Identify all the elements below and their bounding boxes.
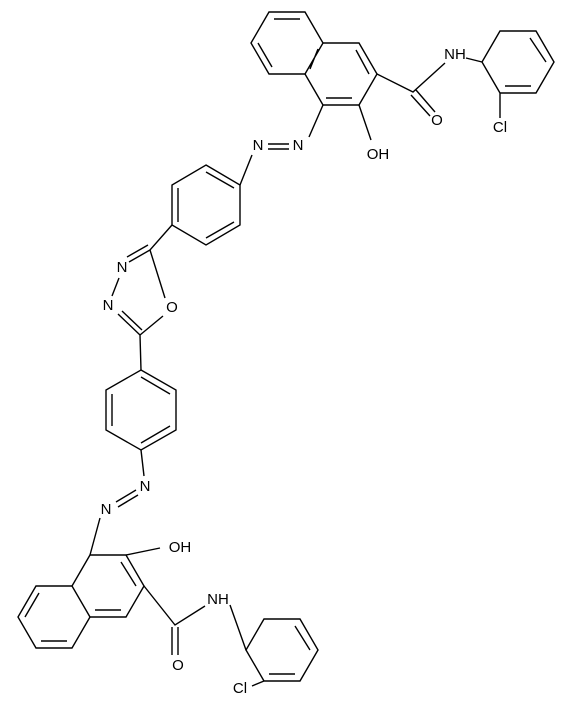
atom-label: O — [166, 299, 178, 316]
bond — [304, 42, 378, 106]
bond — [111, 224, 173, 371]
bond — [239, 104, 372, 186]
bond — [71, 554, 145, 618]
bond — [89, 449, 145, 556]
bond — [171, 164, 241, 246]
bond — [376, 57, 483, 117]
bonds — [17, 11, 555, 687]
atom-labels: N N OH O NH Cl N N O N N OH NH O Cl — [101, 46, 508, 697]
bond — [105, 369, 177, 451]
atom-label: O — [431, 112, 443, 129]
atom-label: NH — [207, 591, 229, 608]
bond — [245, 618, 319, 687]
atom-label: NH — [444, 46, 466, 63]
atom-label: N — [103, 297, 114, 314]
atom-label: OH — [169, 539, 192, 556]
bond — [250, 11, 324, 75]
atom-label: N — [293, 137, 304, 154]
atom-label: Cl — [233, 680, 247, 697]
bond — [125, 547, 247, 655]
atom-label: N — [117, 259, 128, 276]
atom-label: N — [101, 501, 112, 518]
atom-label: OH — [367, 146, 390, 163]
atom-label: N — [140, 478, 151, 495]
atom-label: O — [172, 657, 184, 674]
atom-label: N — [253, 137, 264, 154]
atom-label: Cl — [493, 119, 507, 136]
bond — [17, 585, 91, 649]
bond — [481, 30, 555, 118]
